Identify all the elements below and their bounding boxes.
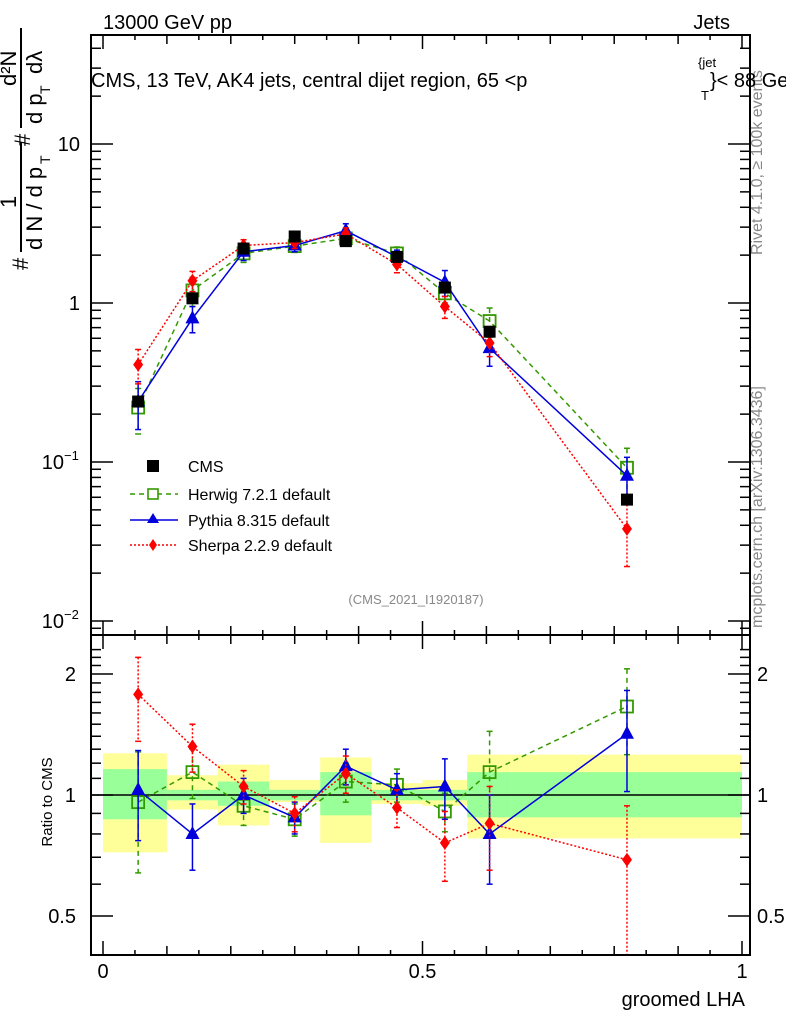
y-tick-label-exponent: −1 xyxy=(64,448,79,463)
ratio-point xyxy=(482,765,497,780)
data-point xyxy=(620,493,633,506)
series-line xyxy=(137,233,628,530)
data-point xyxy=(619,467,634,481)
main-series-layer xyxy=(131,222,634,568)
beam-label: 13000 GeV pp xyxy=(103,12,232,34)
ratio-series-layer xyxy=(131,656,634,955)
legend-marker-diamond xyxy=(149,539,157,551)
ratio-point xyxy=(185,825,200,839)
data-point xyxy=(621,521,632,536)
data-point xyxy=(438,281,451,294)
y-label-den1-sub: T xyxy=(37,155,53,164)
ratio-point xyxy=(391,800,402,815)
mcplots-label: mcplots.cern.ch [arXiv:1306.3436] xyxy=(749,386,766,628)
data-point xyxy=(483,325,496,338)
ratio-y-tick-label-left: 1 xyxy=(65,785,76,807)
main-y-axis-label: # 1 d N / d p T # d²N d p T dλ xyxy=(0,28,53,270)
y-tick-label-exponent: −2 xyxy=(64,607,79,622)
ratio-y-tick-label-left: 2 xyxy=(65,664,76,686)
legend-label-sherpa: Sherpa 2.2.9 default xyxy=(188,538,333,555)
data-point xyxy=(390,250,403,263)
y-label-den1: d N / d p xyxy=(22,167,47,250)
legend-entry-sherpa: Sherpa 2.2.9 default xyxy=(130,538,333,555)
ratio-y-tick-label-right: 2 xyxy=(757,664,768,686)
legend-marker-square xyxy=(147,460,159,472)
ratio-point xyxy=(389,781,404,795)
data-point xyxy=(288,230,301,243)
legend-label-pythia: Pythia 8.315 default xyxy=(188,513,330,530)
main-y-tick-label: 10 −1 xyxy=(42,448,79,474)
y-label-num1: 1 xyxy=(0,196,21,208)
legend-entry-cms: CMS xyxy=(147,459,224,476)
y-tick-label-base: 10 xyxy=(42,452,64,474)
ratio-point xyxy=(439,835,450,850)
axis-ticks xyxy=(91,35,750,956)
x-tick-label: 1 xyxy=(736,961,747,983)
y-label-hash1: # xyxy=(8,257,33,270)
ratio-y-tick-label-right: 1 xyxy=(757,785,768,807)
series-cms xyxy=(132,230,633,506)
ratio-point xyxy=(621,852,632,867)
legend-entry-herwig: Herwig 7.2.1 default xyxy=(130,487,331,504)
y-tick-label-base: 1 xyxy=(69,293,80,315)
x-tick-label: 0.5 xyxy=(409,961,437,983)
series-line xyxy=(137,229,628,477)
plot-title-text: CMS, 13 TeV, AK4 jets, central dijet reg… xyxy=(91,70,527,92)
y-label-den2: d p xyxy=(22,93,47,124)
y-label-den2-sub: T xyxy=(37,85,53,94)
ratio-point xyxy=(484,816,495,831)
ratio-point xyxy=(340,766,351,781)
ratio-point xyxy=(131,781,146,795)
plot-title-tail: }< 88 GeV xyxy=(710,70,786,92)
main-y-tick-label: 1 xyxy=(69,293,80,315)
main-y-tick-label: 10 xyxy=(58,134,80,156)
data-point xyxy=(185,310,200,324)
ratio-y-axis-label: Ratio to CMS xyxy=(39,757,56,846)
ratio-point xyxy=(187,739,198,754)
ratio-point xyxy=(236,787,251,800)
y-label-hash2: # xyxy=(10,133,35,146)
data-point xyxy=(484,336,495,351)
legend-marker-triangle xyxy=(147,513,159,523)
series-line xyxy=(137,237,628,469)
ratio-point xyxy=(133,687,144,702)
analysis-tag: (CMS_2021_I1920187) xyxy=(348,592,483,607)
y-tick-label-base: 10 xyxy=(58,134,80,156)
legend-marker-open-square xyxy=(147,488,159,500)
data-point xyxy=(439,299,450,314)
ratio-line xyxy=(137,705,628,821)
plot-title: CMS, 13 TeV, AK4 jets, central dijet reg… xyxy=(91,55,786,103)
x-axis-label: groomed LHA xyxy=(622,989,746,1011)
data-point xyxy=(132,395,145,408)
y-tick-label-base: 10 xyxy=(42,611,64,633)
data-point xyxy=(339,235,352,248)
legend: CMS Herwig 7.2.1 default Pythia 8.315 de… xyxy=(130,459,333,555)
legend-entry-pythia: Pythia 8.315 default xyxy=(130,513,330,530)
ratio-series-sherpa xyxy=(133,656,632,955)
ratio-point xyxy=(289,806,300,821)
y-label-num2: d²N xyxy=(0,51,21,86)
data-point xyxy=(133,357,144,372)
ratio-point xyxy=(619,725,634,739)
y-label-den2-tail: dλ xyxy=(22,51,47,74)
plot-title-superscript: {jet xyxy=(698,55,716,70)
rivet-version-label: Rivet 4.1.0, ≥ 100k events xyxy=(749,70,766,255)
legend-label-cms: CMS xyxy=(188,459,224,476)
ratio-point xyxy=(238,779,249,794)
main-y-tick-label: 10 −2 xyxy=(42,607,79,633)
data-point xyxy=(237,242,250,255)
ratio-y-tick-label-right: 0.5 xyxy=(757,906,785,928)
plot-title-subscript: T xyxy=(701,88,709,103)
process-label: Jets xyxy=(693,12,730,34)
x-tick-label: 0 xyxy=(97,961,108,983)
data-point xyxy=(187,273,198,288)
ratio-y-tick-label-left: 0.5 xyxy=(48,906,76,928)
ratio-point xyxy=(437,778,452,792)
data-point xyxy=(186,292,199,305)
ratio-line xyxy=(137,693,628,861)
legend-label-herwig: Herwig 7.2.1 default xyxy=(188,487,331,504)
